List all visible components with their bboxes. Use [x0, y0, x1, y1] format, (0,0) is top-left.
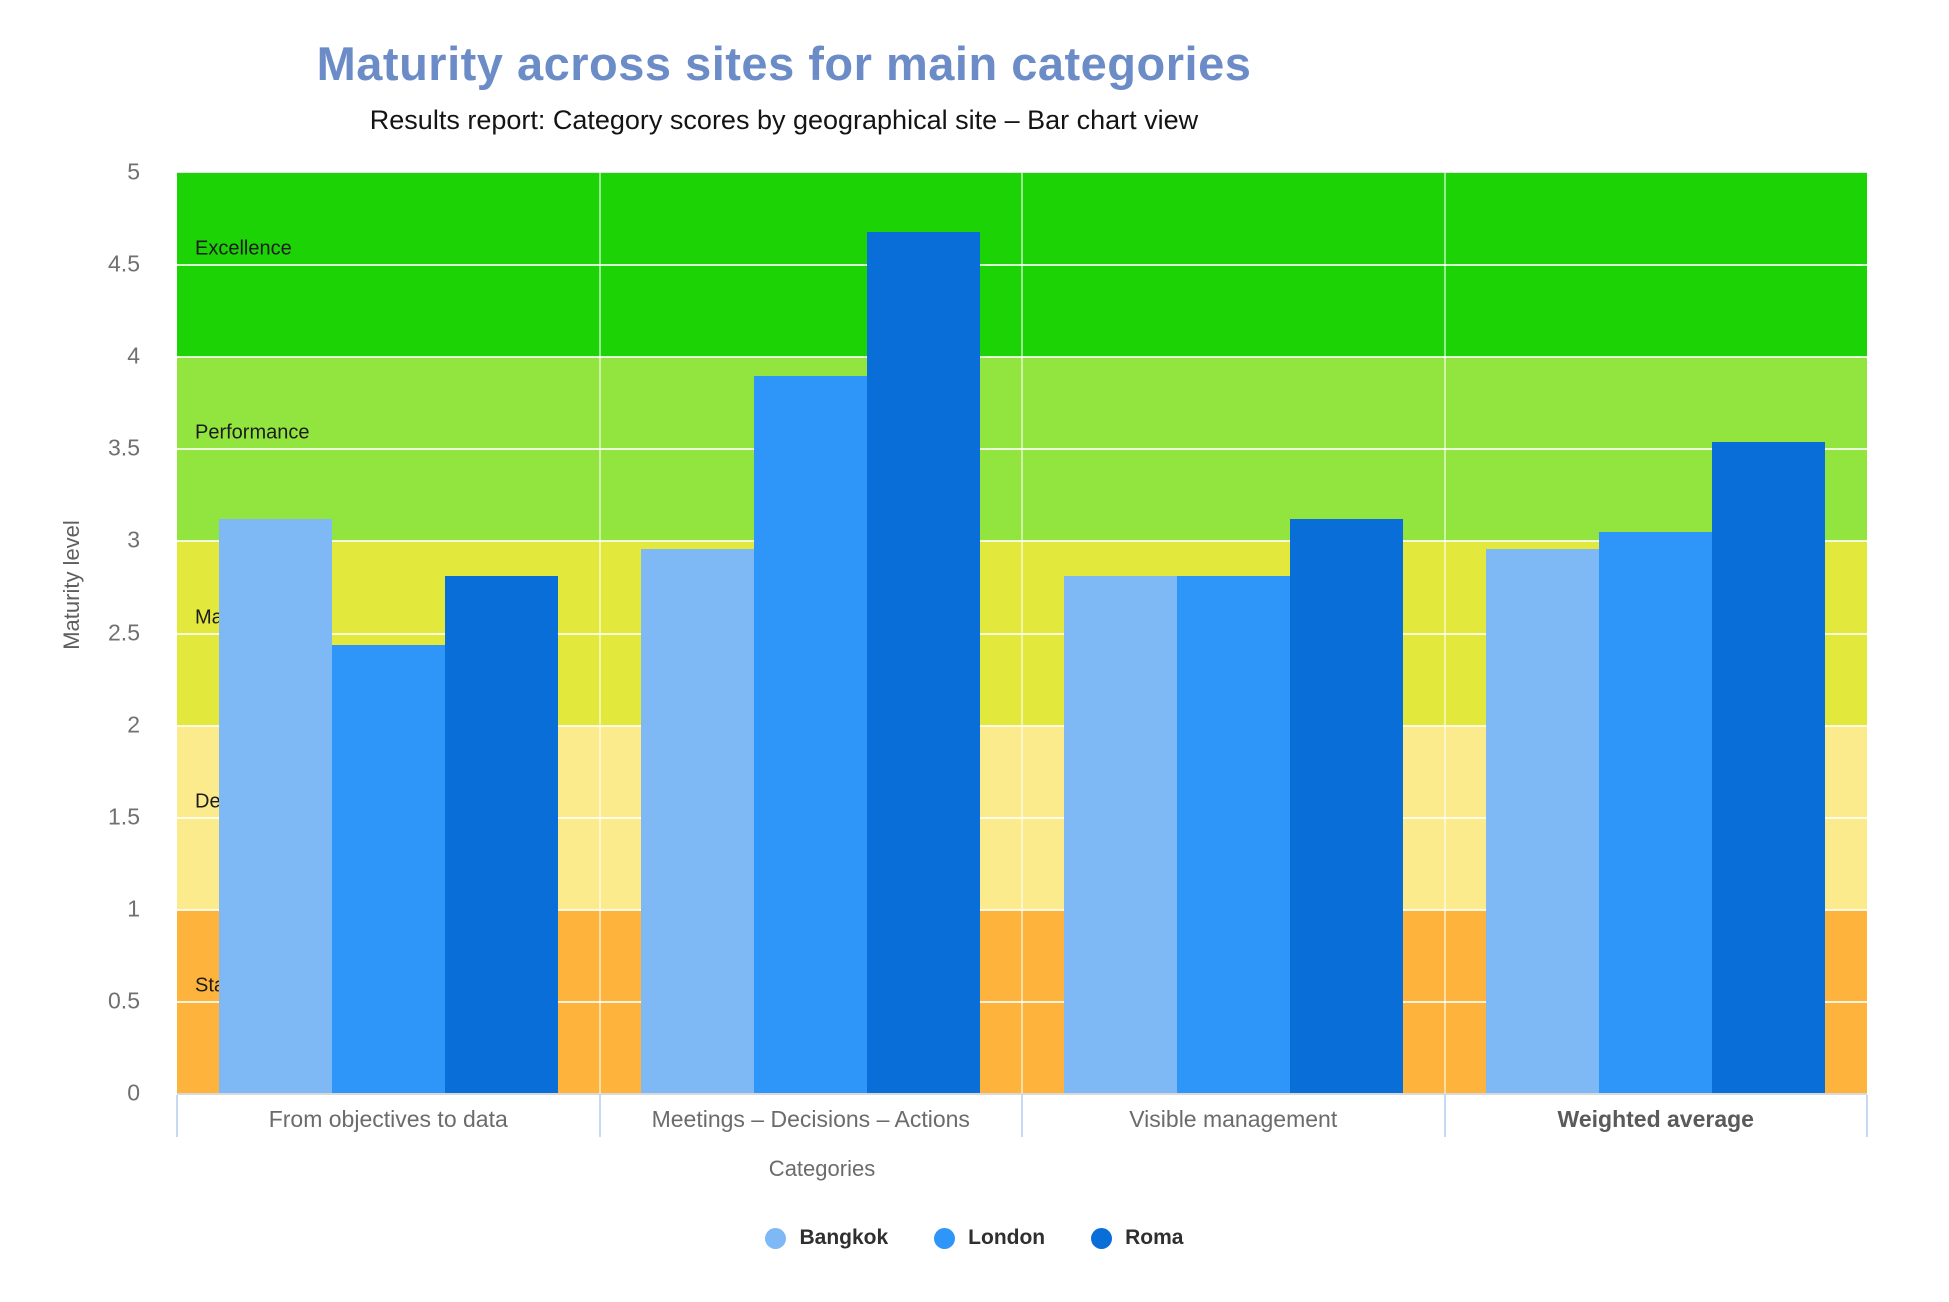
legend-label: Roma	[1125, 1226, 1184, 1249]
chart-subtitle: Results report: Category scores by geogr…	[369, 105, 1199, 135]
y-tick-label: 4	[127, 342, 140, 369]
legend-item-roma[interactable]: Roma	[1091, 1226, 1184, 1250]
plot-area: Sta De Ma Performance Excellence	[177, 172, 1867, 1094]
x-axis-line	[177, 1093, 1867, 1095]
category-label: From objectives to data	[268, 1106, 508, 1132]
bar-bangkok-1[interactable]	[641, 548, 755, 1094]
bar-bangkok-0[interactable]	[218, 519, 332, 1094]
chart-header: Maturity across sites for main categorie…	[0, 36, 1568, 136]
legend-label: London	[968, 1226, 1046, 1249]
bar-london-3[interactable]	[1599, 532, 1713, 1094]
y-tick-label: 2.5	[108, 619, 140, 645]
y-tick-label: 1	[127, 895, 140, 922]
category-label: Visible management	[1129, 1106, 1338, 1132]
legend: Bangkok London Roma	[0, 1226, 1949, 1250]
category-label: Meetings – Decisions – Actions	[651, 1106, 970, 1132]
y-axis-title: Maturity level	[59, 520, 84, 650]
legend-item-london[interactable]: London	[934, 1226, 1045, 1250]
legend-marker-icon	[934, 1227, 956, 1249]
y-tick-label: 0.5	[108, 987, 140, 1014]
gridline-vertical	[1021, 173, 1023, 1094]
y-tick-label: 2	[127, 711, 140, 738]
legend-item-bangkok[interactable]: Bangkok	[765, 1226, 888, 1250]
bar-bangkok-2[interactable]	[1063, 576, 1177, 1094]
bar-roma-2[interactable]	[1289, 519, 1403, 1094]
y-tick-label: 5	[127, 158, 140, 185]
band-label: Performance	[195, 421, 310, 444]
gridline-vertical	[1443, 173, 1446, 1094]
category-tick	[1021, 1095, 1023, 1137]
bar-london-1[interactable]	[754, 375, 868, 1094]
legend-label: Bangkok	[799, 1226, 889, 1249]
y-tick-label: 0	[127, 1079, 140, 1106]
y-tick-label: 3.5	[108, 434, 140, 461]
category-tick	[598, 1095, 601, 1137]
bar-london-0[interactable]	[331, 644, 445, 1094]
band-label: Excellence	[195, 237, 292, 260]
category-tick	[176, 1095, 178, 1137]
category-label: Weighted average	[1557, 1106, 1754, 1132]
band-label: De	[195, 790, 221, 813]
bar-roma-3[interactable]	[1712, 441, 1826, 1094]
bar-london-2[interactable]	[1176, 576, 1290, 1094]
y-tick-label: 3	[127, 526, 140, 553]
bar-roma-1[interactable]	[867, 231, 981, 1094]
gridline-vertical	[598, 173, 601, 1094]
band-label: Sta	[195, 974, 226, 997]
chart-title: Maturity across sites for main categorie…	[316, 37, 1252, 90]
category-tick	[1443, 1095, 1446, 1137]
bar-bangkok-3[interactable]	[1486, 548, 1600, 1094]
bar-roma-0[interactable]	[444, 576, 558, 1094]
y-tick-label: 4.5	[108, 250, 140, 277]
y-tick-label: 1.5	[108, 803, 140, 830]
category-tick	[1866, 1095, 1868, 1137]
x-axis-title: Categories	[768, 1156, 876, 1181]
band-label: Ma	[195, 606, 223, 628]
legend-marker-icon	[1091, 1227, 1113, 1249]
legend-marker-icon	[765, 1227, 787, 1249]
